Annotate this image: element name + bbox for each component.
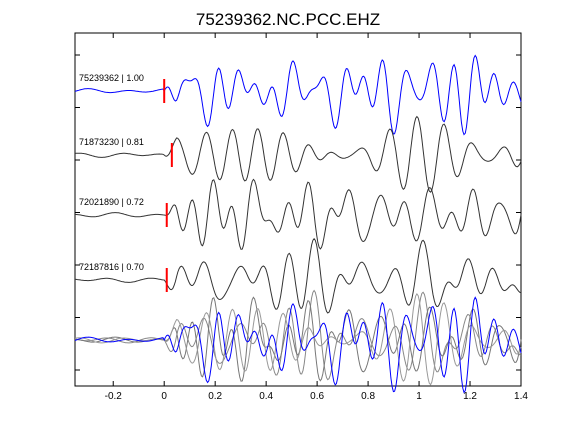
overlay-trace: [74, 292, 522, 386]
x-tick-label: 0.8: [361, 391, 375, 402]
trace-label: 72187816 | 0.70: [79, 262, 144, 272]
x-tick-label: 1.4: [514, 391, 528, 402]
waveform-traces: [74, 54, 522, 314]
trace-label: 75239362 | 1.00: [79, 73, 144, 83]
overlay-traces: [74, 289, 522, 394]
trace-label: 71873230 | 0.81: [79, 137, 144, 147]
waveform-trace: [74, 178, 522, 250]
plot-area-frame: [74, 32, 522, 387]
pick-markers: [163, 79, 173, 292]
waveform-trace: [74, 237, 522, 314]
x-tick-label: -0.2: [105, 391, 123, 402]
x-tick-label: 1: [416, 391, 422, 402]
trace-label: 72021890 | 0.72: [79, 197, 144, 207]
x-tick-label: 1.2: [463, 391, 477, 402]
x-tick-label: 0.2: [208, 391, 222, 402]
x-tick-label: 0.6: [310, 391, 324, 402]
waveform-trace: [74, 54, 522, 136]
trace-labels: 75239362 | 1.00 71873230 | 0.81 72021890 |…: [79, 73, 144, 272]
overlay-trace: [74, 296, 522, 394]
x-tick-label: 0: [161, 391, 167, 402]
chart-title: 75239362.NC.PCC.EHZ: [196, 10, 380, 29]
y-axis-ticks: [75, 54, 521, 371]
x-axis: -0.2 0 0.2 0.4 0.6 0.8 1 1.2 1.4: [105, 33, 528, 402]
waveform-trace: [74, 115, 522, 193]
overlay-trace: [74, 289, 522, 381]
x-tick-label: 0.4: [259, 391, 273, 402]
